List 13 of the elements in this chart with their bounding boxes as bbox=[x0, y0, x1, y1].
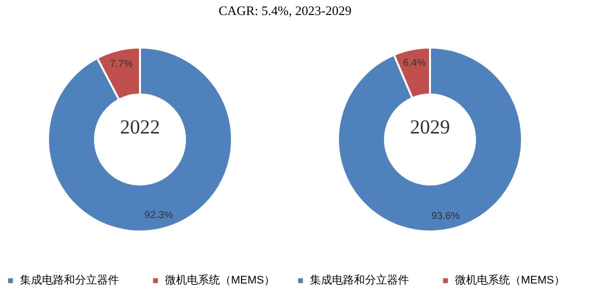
chart-title: CAGR: 5.4%, 2023-2029 bbox=[218, 3, 352, 18]
donut-slice bbox=[47, 46, 233, 232]
data-label: 92.3% bbox=[144, 210, 173, 222]
data-label: 6.4% bbox=[403, 58, 426, 70]
text: 2022 bbox=[120, 116, 160, 138]
legend-label: 微机电系统（MEMS） bbox=[165, 274, 275, 287]
legend-label: 集成电路和分立器件 bbox=[20, 274, 119, 287]
text: 2029 bbox=[410, 116, 450, 138]
data-label: 93.6% bbox=[431, 210, 460, 222]
donut-slice bbox=[337, 46, 523, 232]
legend-label: 集成电路和分立器件 bbox=[310, 274, 409, 287]
data-label: 7.7% bbox=[110, 58, 133, 70]
legend-label: 微机电系统（MEMS） bbox=[455, 274, 565, 287]
